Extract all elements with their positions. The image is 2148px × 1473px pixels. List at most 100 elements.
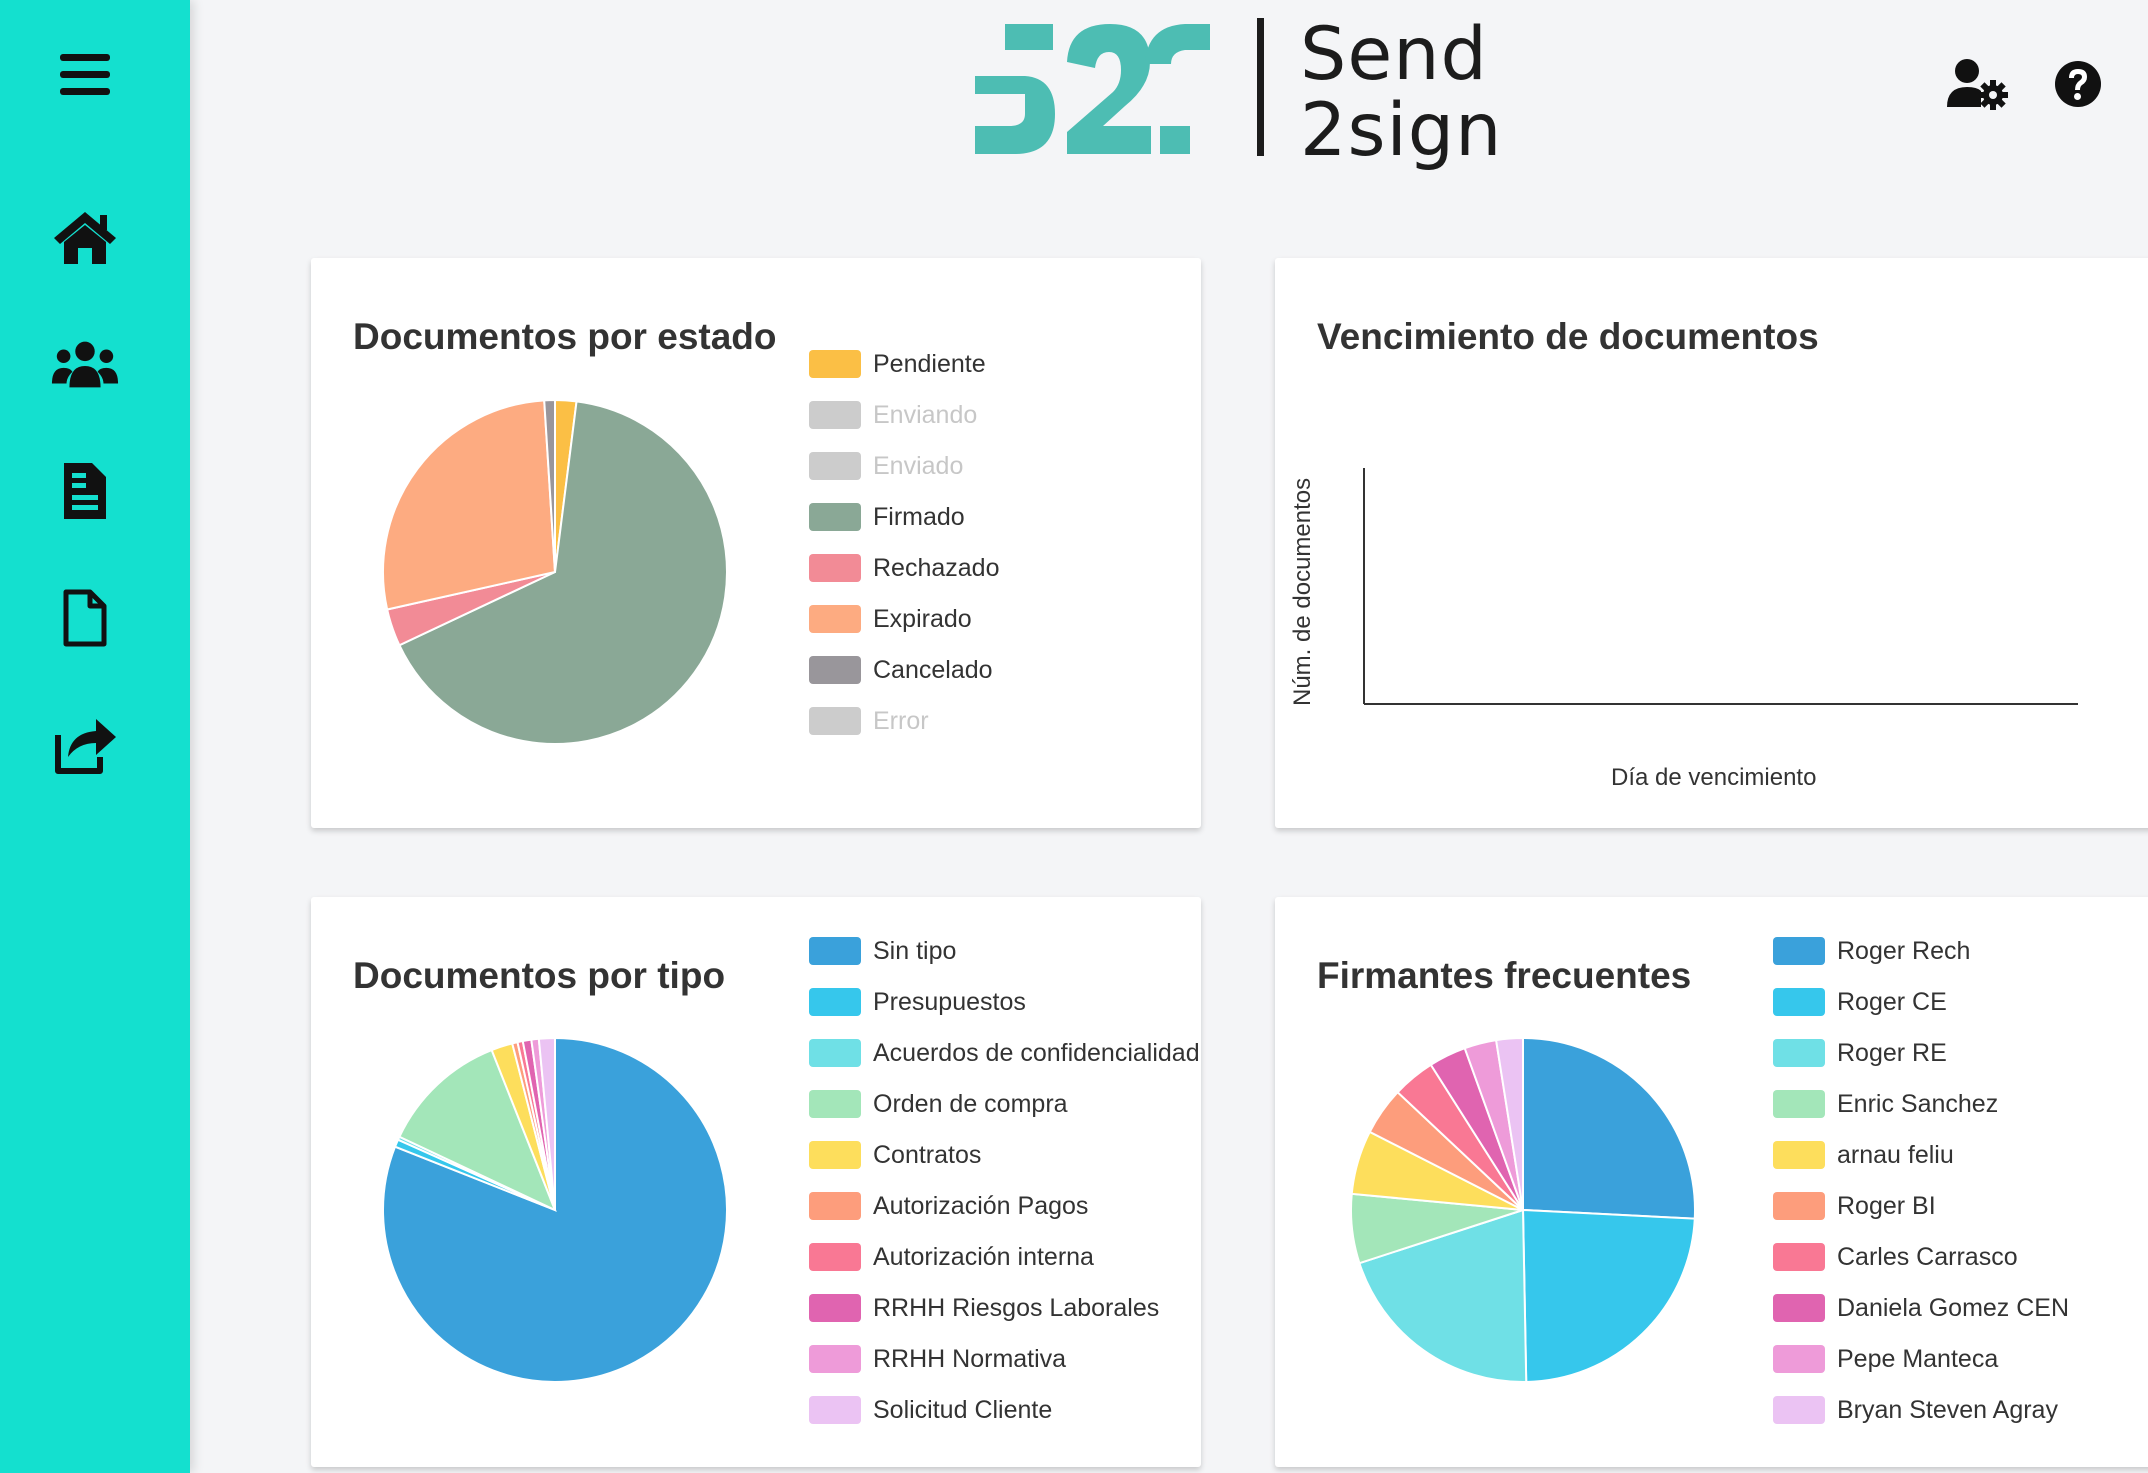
- pie-slice-roger-rech[interactable]: [1522, 1036, 1696, 1220]
- legend-label: Presupuestos: [873, 987, 1026, 1016]
- legend-swatch: [1773, 988, 1825, 1016]
- users-icon: [51, 341, 119, 388]
- legend-item-enviado[interactable]: Enviado: [809, 446, 963, 486]
- legend-item-arnau-feliu[interactable]: arnau feliu: [1773, 1135, 1954, 1175]
- legend-item-autorizacion-pagos[interactable]: Autorización Pagos: [809, 1186, 1088, 1226]
- legend-label: RRHH Normativa: [873, 1344, 1067, 1373]
- legend-item-autorizacion-interna[interactable]: Autorización interna: [809, 1237, 1094, 1277]
- legend-label: Contratos: [873, 1140, 982, 1169]
- menu-button[interactable]: [50, 40, 120, 110]
- legend-item-acuerdos-de-confidencialidad[interactable]: Acuerdos de confidencialidad: [809, 1033, 1200, 1073]
- legend-item-enviando[interactable]: Enviando: [809, 395, 977, 435]
- legend-item-roger-bi[interactable]: Roger BI: [1773, 1186, 1936, 1226]
- nav-blank-document[interactable]: [50, 583, 120, 653]
- legend-item-pepe-manteca[interactable]: Pepe Manteca: [1773, 1339, 1998, 1379]
- legend-item-pendiente[interactable]: Pendiente: [809, 344, 986, 384]
- legend-label: Orden de compra: [873, 1089, 1068, 1118]
- legend-item-firmado[interactable]: Firmado: [809, 497, 965, 537]
- card-title: Documentos por estado: [353, 316, 777, 357]
- nav-home[interactable]: [50, 203, 120, 273]
- logo-word-send: Send: [1300, 12, 1488, 97]
- card-vencimiento-documentos: Vencimiento de documentos Núm. de docume…: [1275, 258, 2148, 828]
- nav-share[interactable]: [50, 710, 120, 780]
- legend-swatch: [809, 707, 861, 735]
- legend-item-cancelado[interactable]: Cancelado: [809, 650, 993, 690]
- legend-swatch: [809, 988, 861, 1016]
- pie-chart-tipo: [382, 1036, 728, 1383]
- nav-users[interactable]: [50, 330, 120, 400]
- legend-item-error[interactable]: Error: [809, 701, 929, 741]
- legend-swatch: [809, 452, 861, 480]
- legend-label: Bryan Steven Agray: [1837, 1395, 2058, 1424]
- legend-label: Acuerdos de confidencialidad: [873, 1038, 1200, 1067]
- pie-slice-expirado[interactable]: [382, 399, 557, 611]
- legend-swatch: [809, 1090, 861, 1118]
- legend-label: Autorización interna: [873, 1242, 1094, 1271]
- legend-label: Enviando: [873, 400, 978, 429]
- legend-swatch: [809, 1294, 861, 1322]
- legend-swatch: [809, 1039, 861, 1067]
- legend-item-expirado[interactable]: Expirado: [809, 599, 972, 639]
- legend-item-orden-de-compra[interactable]: Orden de compra: [809, 1084, 1068, 1124]
- help-icon: [2055, 61, 2101, 107]
- legend-swatch: [809, 1192, 861, 1220]
- user-settings-button[interactable]: [1946, 52, 2010, 116]
- legend-item-enric-sanchez[interactable]: Enric Sanchez: [1773, 1084, 1998, 1124]
- legend-item-presupuestos[interactable]: Presupuestos: [809, 982, 1026, 1022]
- legend-item-bryan-steven-agray[interactable]: Bryan Steven Agray: [1773, 1390, 2058, 1430]
- legend-swatch: [809, 350, 861, 378]
- legend-item-carles-carrasco[interactable]: Carles Carrasco: [1773, 1237, 2018, 1277]
- legend-item-rrhh-normativa[interactable]: RRHH Normativa: [809, 1339, 1066, 1379]
- pie-slice-roger-re[interactable]: [1358, 1208, 1528, 1383]
- legend-item-roger-re[interactable]: Roger RE: [1773, 1033, 1947, 1073]
- legend-label: Solicitud Cliente: [873, 1395, 1053, 1424]
- legend-swatch: [1773, 1141, 1825, 1169]
- s2s-logo-mark: [975, 24, 1210, 154]
- legend-swatch: [809, 503, 861, 531]
- logo-word-2sign: 2sign: [1300, 88, 1503, 173]
- legend-label: Pendiente: [873, 349, 986, 378]
- legend-swatch: [1773, 1396, 1825, 1424]
- home-icon: [54, 212, 116, 264]
- legend-swatch: [809, 1396, 861, 1424]
- legend-swatch: [1773, 1294, 1825, 1322]
- pie-slice-bryan-steven-agray[interactable]: [1494, 1036, 1524, 1211]
- pie-slice-cancelado[interactable]: [543, 398, 556, 573]
- pie-slice-firmado[interactable]: [398, 400, 728, 745]
- legend-swatch: [809, 937, 861, 965]
- legend-item-contratos[interactable]: Contratos: [809, 1135, 981, 1175]
- legend-label: Carles Carrasco: [1837, 1242, 2018, 1271]
- x-axis-label: Día de vencimiento: [1611, 764, 1817, 791]
- card-title: Documentos por tipo: [353, 955, 726, 996]
- pie-slice-orden-de-compra[interactable]: [398, 1048, 557, 1212]
- card-documentos-por-tipo: Documentos por tipo Sin tipo Presupuestos…: [311, 897, 1201, 1467]
- legend-swatch: [809, 1141, 861, 1169]
- nav-documents[interactable]: [50, 456, 120, 526]
- legend-label: Enviado: [873, 451, 964, 480]
- y-axis-label: Núm. de documentos: [1289, 477, 1316, 706]
- legend-item-roger-ce[interactable]: Roger CE: [1773, 982, 1947, 1022]
- help-button[interactable]: [2046, 52, 2110, 116]
- legend-label: Roger CE: [1837, 987, 1947, 1016]
- legend-label: arnau feliu: [1837, 1140, 1954, 1169]
- legend-item-rechazado[interactable]: Rechazado: [809, 548, 999, 588]
- logo-divider: [1257, 18, 1264, 156]
- legend-swatch: [809, 401, 861, 429]
- legend-label: Cancelado: [873, 655, 993, 684]
- legend-swatch: [1773, 1192, 1825, 1220]
- pie-slice-solicitud-cliente[interactable]: [537, 1036, 556, 1211]
- card-firmantes-frecuentes: Firmantes frecuentes Roger Rech Roger CE R…: [1275, 897, 2148, 1467]
- legend-item-rrhh-riesgos-laborales[interactable]: RRHH Riesgos Laborales: [809, 1288, 1159, 1328]
- legend-item-daniela-gomez-cen[interactable]: Daniela Gomez CEN: [1773, 1288, 2069, 1328]
- legend-label: Roger BI: [1837, 1191, 1936, 1220]
- legend-label: Error: [873, 706, 929, 735]
- legend-label: Rechazado: [873, 553, 1000, 582]
- menu-icon: [60, 54, 110, 95]
- legend-label: Autorización Pagos: [873, 1191, 1089, 1220]
- document-text-icon: [64, 463, 106, 519]
- legend-item-solicitud-cliente[interactable]: Solicitud Cliente: [809, 1390, 1052, 1430]
- legend-item-roger-rech[interactable]: Roger Rech: [1773, 931, 1970, 971]
- legend-swatch: [1773, 1039, 1825, 1067]
- legend-item-sin-tipo[interactable]: Sin tipo: [809, 931, 956, 971]
- pie-slice-roger-ce[interactable]: [1521, 1208, 1696, 1383]
